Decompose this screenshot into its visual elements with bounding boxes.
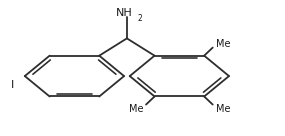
Text: NH: NH (116, 8, 133, 18)
Text: Me: Me (215, 39, 230, 49)
Text: Me: Me (129, 104, 143, 114)
Text: Me: Me (215, 104, 230, 114)
Text: 2: 2 (138, 14, 142, 23)
Text: I: I (11, 81, 14, 90)
